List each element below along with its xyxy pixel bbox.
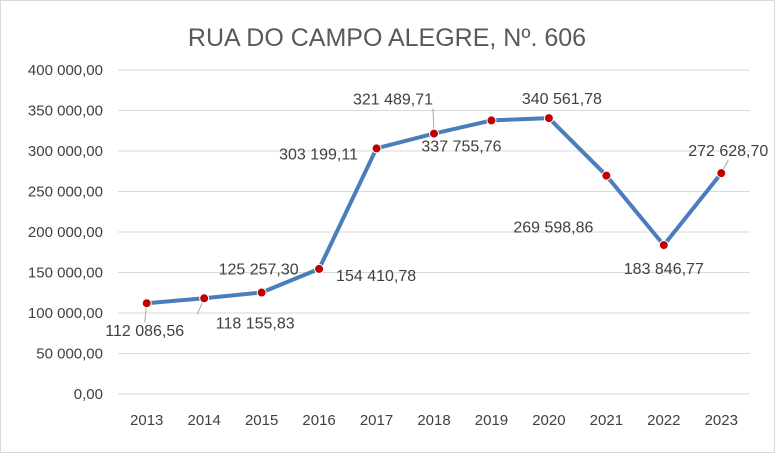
x-tick-label: 2015 [245,412,278,429]
data-point [716,168,727,179]
data-label: 118 155,83 [216,315,295,332]
x-tick-label: 2018 [417,412,450,429]
data-label: 337 755,76 [421,138,501,155]
x-tick-label: 2020 [532,412,565,429]
y-tick-label: 150 000,00 [28,265,103,282]
data-point [199,293,210,304]
data-labels: 112 086,56 118 155,83 125 257,30 154 410,78… [105,91,768,340]
y-tick-label: 250 000,00 [28,184,103,201]
y-tick-label: 100 000,00 [28,305,103,322]
y-tick-label: 350 000,00 [28,103,103,120]
data-point [314,263,325,274]
data-point [141,298,152,309]
data-label: 272 628,70 [688,143,768,160]
data-point [256,287,267,298]
data-label: 125 257,30 [219,262,299,279]
x-tick-label: 2014 [187,412,220,429]
x-tick-label: 2013 [130,412,163,429]
data-label: 269 598,86 [513,220,593,237]
gridlines [118,69,750,395]
data-markers [141,113,727,309]
data-point [429,128,439,139]
x-tick-label: 2019 [475,412,508,429]
data-label: 303 199,11 [279,146,358,163]
x-tick-label: 2021 [590,412,623,429]
data-point [486,115,497,126]
chart-title: RUA DO CAMPO ALEGRE, Nº. 606 [188,24,586,52]
data-label: 321 489,71 [353,92,433,109]
data-label: 183 846,77 [624,261,704,278]
data-point [658,240,669,251]
y-tick-label: 50 000,00 [36,346,103,363]
data-label: 154 410,78 [336,268,416,285]
y-tick-label: 200 000,00 [28,224,103,241]
x-axis-ticks: 2013 2014 2015 2016 2017 2018 2019 2020 2021 2022… [130,412,738,429]
data-label: 340 561,78 [522,91,602,108]
x-tick-label: 2023 [705,412,738,429]
x-tick-label: 2017 [360,412,393,429]
x-tick-label: 2016 [302,412,335,429]
data-point [371,143,382,154]
y-tick-label: 300 000,00 [28,143,103,160]
data-label: 112 086,56 [105,323,184,340]
x-tick-label: 2022 [647,412,680,429]
y-tick-label: 400 000,00 [28,62,103,79]
data-point [543,113,554,124]
y-tick-label: 0,00 [74,386,103,403]
y-axis-ticks: 0,00 50 000,00 100 000,00 150 000,00 200 000… [28,62,103,403]
data-point [601,170,612,181]
